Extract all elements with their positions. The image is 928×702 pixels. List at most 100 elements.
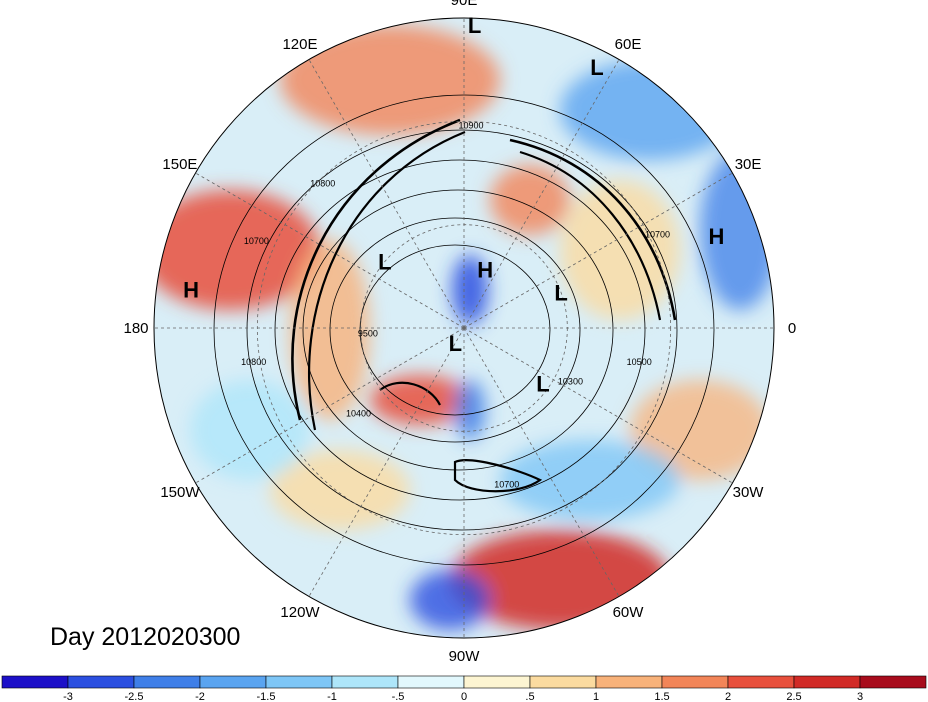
jet-contour <box>519 150 662 321</box>
longitude-label: 60W <box>613 604 645 621</box>
low-pressure-label: L <box>554 281 567 306</box>
geopotential-contour <box>302 189 614 471</box>
colorbar-swatch <box>199 675 267 689</box>
longitude-label: 180 <box>123 320 148 337</box>
map-disk-outline <box>153 17 775 639</box>
longitude-label: 90W <box>449 648 481 665</box>
contour-value-label: 10700 <box>244 236 269 246</box>
geopotential-contour <box>359 244 551 416</box>
high-pressure-label: H <box>477 258 493 283</box>
meridian-line <box>308 327 465 597</box>
longitude-label: 120E <box>282 36 317 53</box>
colorbar-tick-label: -.5 <box>392 691 405 702</box>
contour-value-label: 10400 <box>346 409 371 419</box>
colorbar-tick-label: 1 <box>593 691 599 702</box>
longitude-label: 30E <box>735 156 762 173</box>
pressure-centers: L L H H L H L L L <box>183 13 724 396</box>
anomaly-cold-patch <box>452 255 488 325</box>
anomaly-cold-patch <box>455 380 485 440</box>
date-label: Day 2012020300 <box>50 623 240 651</box>
low-pressure-label: L <box>536 371 549 396</box>
longitude-label: 150W <box>160 484 200 501</box>
low-pressure-label: L <box>468 13 481 38</box>
contour-value-label: 10800 <box>310 179 335 189</box>
colorbar-tick-label: 1.5 <box>654 691 669 702</box>
meridian-line <box>463 327 620 597</box>
colorbar-tick-label: -1.5 <box>257 691 276 702</box>
contour-value-labels: 10900 10800 10700 10700 10500 10300 10700 10400… <box>241 120 670 489</box>
colorbar-tick-label: -3 <box>63 691 73 702</box>
colorbar-swatch <box>67 675 135 689</box>
colorbar-swatch <box>727 675 795 689</box>
longitude-label: 90E <box>451 0 478 9</box>
colorbar-swatch <box>397 675 465 689</box>
colorbar-tick-label: .5 <box>525 691 534 702</box>
longitude-label: 60E <box>615 36 642 53</box>
colorbar-swatch <box>793 675 861 689</box>
colorbar-swatch <box>859 675 927 689</box>
colorbar-swatch <box>595 675 663 689</box>
colorbar-tick-label: -1 <box>327 691 337 702</box>
meridian-line <box>463 327 733 484</box>
contour-value-label: 10500 <box>627 357 652 367</box>
jet-contour <box>453 459 543 493</box>
anomaly-cold-patch <box>190 380 310 480</box>
anomaly-warm-patch <box>560 180 680 320</box>
geopotential-contour <box>246 129 678 531</box>
colorbar-swatch <box>331 675 399 689</box>
colorbar-tick-label: 0 <box>461 691 467 702</box>
low-pressure-label: L <box>449 331 462 356</box>
colorbar-tick-label: 3 <box>857 691 863 702</box>
contour-value-label: 10300 <box>558 377 583 387</box>
height-contours <box>213 94 715 566</box>
high-pressure-label: H <box>709 224 725 249</box>
jet-contour <box>509 138 677 321</box>
anomaly-warm-patch <box>280 25 500 135</box>
anomaly-warm-patch <box>270 450 410 530</box>
meridian-line <box>463 59 620 329</box>
anomaly-cold-patch <box>410 570 490 630</box>
colorbar-swatch <box>463 675 531 689</box>
colorbar-tick-label: 2.5 <box>786 691 801 702</box>
longitude-label: 0 <box>788 320 796 337</box>
meridian-line <box>195 327 465 484</box>
meridian-line <box>308 59 465 329</box>
colorbar-swatch <box>1 675 69 689</box>
meridian-line <box>463 172 733 329</box>
colorbar-swatch <box>529 675 597 689</box>
low-pressure-label: L <box>378 250 391 275</box>
contour-value-label: 9500 <box>358 328 378 338</box>
colorbar-swatch <box>133 675 201 689</box>
anomaly-warm-patch <box>154 190 320 310</box>
high-pressure-label: H <box>183 278 199 303</box>
jet-contour <box>307 130 466 431</box>
low-pressure-label: L <box>590 55 603 80</box>
longitude-label: 150E <box>162 156 197 173</box>
longitude-label: 120W <box>280 604 320 621</box>
meridian-line <box>195 172 465 329</box>
anomaly-cold-patch <box>560 60 740 160</box>
colorbar-swatch <box>265 675 333 689</box>
colorbar: -3 -2.5 -2 -1.5 -1 -.5 0 .5 1 1.5 2 2.5 3 <box>1 675 927 702</box>
jet-contour <box>379 381 441 406</box>
anomaly-warm-patch <box>490 165 570 235</box>
colorbar-tick-label: -2 <box>195 691 205 702</box>
contour-value-label: 10800 <box>241 357 266 367</box>
longitude-labels: 90E 60E 30E 0 30W 60W 90W 120W 150W 180 150E 120E <box>123 0 796 665</box>
map-disk <box>153 17 775 639</box>
geopotential-contour <box>274 159 646 501</box>
jet-contour <box>291 118 461 421</box>
colorbar-swatch <box>661 675 729 689</box>
geopotential-contour <box>329 217 581 443</box>
anomaly-warm-patch <box>630 380 770 480</box>
longitude-label: 30W <box>733 484 765 501</box>
colorbar-tick-label: -2.5 <box>125 691 144 702</box>
contour-value-label: 10700 <box>645 230 670 240</box>
contour-value-label: 10700 <box>494 480 519 490</box>
anomaly-cold-patch <box>500 440 680 520</box>
colorbar-tick-label: 2 <box>725 691 731 702</box>
anomaly-warm-patch <box>370 375 470 425</box>
contour-value-label: 10900 <box>458 120 483 130</box>
graticule <box>154 18 774 638</box>
